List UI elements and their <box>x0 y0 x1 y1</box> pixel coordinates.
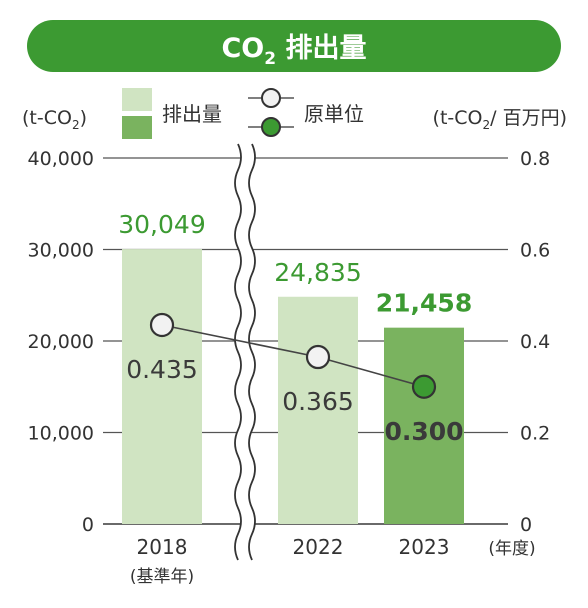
intensity-marker-2023 <box>411 374 437 399</box>
axis-break-line-right <box>248 143 256 561</box>
labels-layer: 30,049 2018 (基準年) 24,835 2022 21,458 2023 (年度) 0… <box>118 210 535 587</box>
axis-break-line-left <box>234 143 242 561</box>
x-tick-label: 2018 <box>137 535 188 559</box>
axis-break-band <box>235 141 255 563</box>
x-unit-label: (年度) <box>488 539 535 559</box>
right-axis-unit-main: (t-CO <box>433 107 483 129</box>
x-tick-note: (基準年) <box>130 567 194 587</box>
chart-title: CO2 排出量 <box>221 33 366 69</box>
legend-swatch-dark <box>122 116 152 139</box>
bar-value-label: 21,458 <box>376 289 472 318</box>
chart-title-main: CO <box>221 33 264 64</box>
left-tick-label: 0 <box>82 514 94 536</box>
right-tick-label: 0.6 <box>520 240 550 262</box>
bars-layer <box>122 249 464 525</box>
left-tick-label: 10,000 <box>28 423 94 445</box>
bar-value-label: 30,049 <box>118 210 205 239</box>
axis-break <box>234 141 256 563</box>
x-tick-label: 2022 <box>293 535 344 559</box>
intensity-line-layer <box>149 312 437 399</box>
left-axis-unit-subscript: 2 <box>72 118 80 132</box>
left-tick-label: 20,000 <box>28 331 94 353</box>
intensity-marker-2018 <box>149 312 175 338</box>
right-tick-label: 0.4 <box>520 331 550 353</box>
intensity-value-label: 0.365 <box>282 387 354 416</box>
right-axis-unit: (t-CO2/ 百万円) <box>433 107 567 132</box>
right-axis-unit-rest: / 百万円) <box>490 107 567 129</box>
chart-title-subscript: 2 <box>264 49 276 69</box>
bar-2022 <box>278 296 358 524</box>
x-tick-label: 2023 <box>399 535 450 559</box>
left-axis-unit-main: (t-CO <box>22 107 72 129</box>
title-banner: CO2 排出量 <box>27 20 561 72</box>
left-tick-label: 30,000 <box>28 240 94 262</box>
left-axis-unit: (t-CO2) <box>22 107 87 132</box>
bar-value-label: 24,835 <box>274 258 361 287</box>
right-tick-label: 0 <box>520 514 532 536</box>
legend-marker-light <box>261 88 281 108</box>
ticks-layer: 0 0 10,000 0.2 20,000 0.4 30,000 0.6 40,000 0.8 <box>28 148 551 536</box>
left-tick-label: 40,000 <box>28 148 94 170</box>
right-tick-label: 0.8 <box>520 148 550 170</box>
intensity-value-label: 0.435 <box>126 355 198 384</box>
legend-marker-dark <box>261 117 281 137</box>
intensity-value-label: 0.300 <box>384 417 463 446</box>
right-tick-label: 0.2 <box>520 423 550 445</box>
legend: 排出量 原単位 <box>122 88 364 139</box>
legend-label-intensity: 原単位 <box>304 102 364 126</box>
legend-swatch-light <box>122 88 152 111</box>
bar-2018 <box>122 249 202 525</box>
bar-2023 <box>384 327 464 524</box>
right-axis-unit-subscript: 2 <box>483 118 491 132</box>
legend-label-emissions: 排出量 <box>162 102 222 126</box>
chart-title-rest: 排出量 <box>276 33 366 64</box>
title-banner-bg <box>27 20 561 72</box>
intensity-marker-2022 <box>305 344 331 370</box>
left-axis-unit-rest: ) <box>80 107 87 129</box>
